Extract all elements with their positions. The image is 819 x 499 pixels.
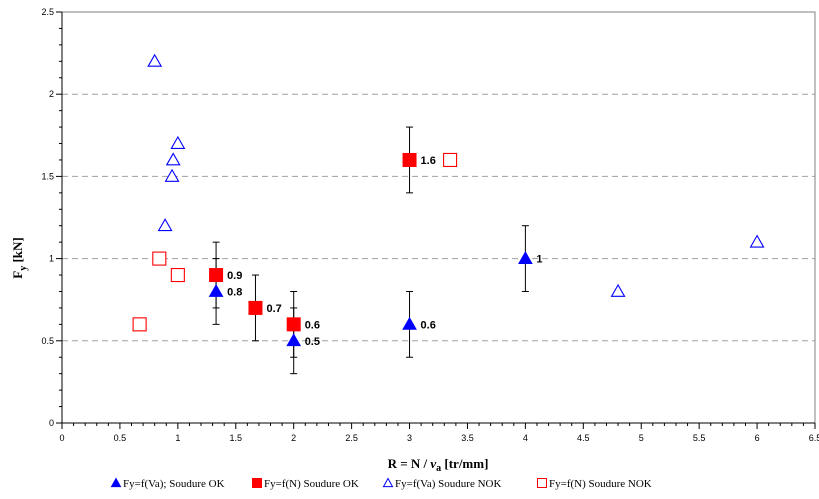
y-tick-label-4: 2 <box>49 89 54 99</box>
x-tick-label-13: 6.5 <box>809 433 819 443</box>
y-tick-label-1: 0.5 <box>41 336 54 346</box>
point-s1-p2 <box>286 317 301 332</box>
point-s3-p2 <box>132 317 147 332</box>
point-s2-p1 <box>170 135 186 149</box>
y-tick-label-0: 0 <box>49 418 54 428</box>
x-axis-title: R = N / va [tr/mm] <box>388 456 489 474</box>
y-axis-title: Fy [kN] <box>10 237 29 278</box>
x-tick-label-9: 4.5 <box>577 433 590 443</box>
y-axis-title-tail: [kN] <box>10 237 25 266</box>
x-tick-label-8: 4 <box>523 433 528 443</box>
grid-lines <box>62 93 815 342</box>
data-label-s1-p1: 0.7 <box>266 303 281 315</box>
legend-label-0: Fy=f(Va); Soudure OK <box>123 478 225 490</box>
tick-marks <box>56 11 816 429</box>
x-tick-label-1: 0.5 <box>114 433 127 443</box>
legend-label-1: Fy=f(N) Soudure OK <box>264 478 359 490</box>
data-labels: 0.8 0.5 0.6 1 0.9 0.7 0.6 1.6 <box>227 155 542 348</box>
point-s1-p3 <box>402 152 417 167</box>
legend-label-3: Fy=f(N) Soudure NOK <box>549 478 652 490</box>
x-tick-label-11: 5.5 <box>693 433 706 443</box>
point-s3-p3 <box>443 152 458 168</box>
data-label-s1-p2: 0.6 <box>305 319 320 331</box>
x-tick-label-12: 6 <box>755 433 760 443</box>
y-axis-title-sub: y <box>18 266 29 271</box>
data-label-s0-p1: 0.5 <box>305 336 320 348</box>
x-tick-label-4: 2 <box>291 433 296 443</box>
point-s2-p6 <box>749 234 765 248</box>
error-bars <box>212 126 529 375</box>
point-s0-p3 <box>518 251 533 264</box>
plot-frame <box>61 11 816 424</box>
point-s3-p0 <box>152 251 167 266</box>
y-tick-label-2: 1 <box>49 254 54 264</box>
x-tick-label-3: 1.5 <box>230 433 243 443</box>
axes <box>61 11 816 424</box>
x-tick-label-6: 3 <box>407 433 412 443</box>
y-tick-label-3: 1.5 <box>41 171 54 181</box>
point-s0-p1 <box>286 333 302 347</box>
x-axis-title-tail: [tr/mm] <box>441 456 488 471</box>
data-label-s1-p3: 1.6 <box>421 155 436 167</box>
point-s1-p1 <box>248 300 263 315</box>
legend-marker-2 <box>382 477 394 488</box>
x-axis-title-main: R = N / <box>388 456 431 471</box>
legend-marker-1 <box>252 478 262 488</box>
point-s2-p0 <box>147 53 163 67</box>
point-s0-p2 <box>402 316 417 330</box>
x-axis-title-sub: a <box>436 463 441 474</box>
point-s2-p3 <box>164 168 180 182</box>
x-tick-label-5: 2.5 <box>345 433 358 443</box>
x-tick-label-2: 1 <box>175 433 180 443</box>
data-label-s0-p3: 1 <box>536 254 542 266</box>
point-s3-p1 <box>170 267 185 283</box>
point-s2-p5 <box>610 283 626 297</box>
point-s2-p4 <box>157 218 173 232</box>
tick-labels: 0 0.5 1 1.5 2 2.5 0 0.5 1 1.5 2 2.5 3 3.5 4 4.5 5 5.5 6 6.5 <box>41 7 819 443</box>
x-tick-label-7: 3.5 <box>461 433 474 443</box>
legend: Fy=f(Va); Soudure OK Fy=f(N) Soudure OK Fy… <box>110 477 652 490</box>
y-tick-label-5: 2.5 <box>41 7 54 17</box>
data-points <box>132 53 765 347</box>
data-label-s0-p2: 0.6 <box>421 319 436 331</box>
x-axis-title-italic: v <box>430 456 436 471</box>
x-tick-label-0: 0 <box>59 433 64 443</box>
legend-marker-3 <box>537 478 547 488</box>
x-tick-label-10: 5 <box>639 433 644 443</box>
point-s0-p0 <box>208 283 224 297</box>
data-label-s1-p0: 0.9 <box>227 270 242 282</box>
data-label-s0-p0: 0.8 <box>227 286 242 298</box>
point-s2-p2 <box>165 152 181 166</box>
y-axis-title-main: F <box>10 271 25 279</box>
legend-label-2: Fy=f(Va) Soudure NOK <box>395 478 501 490</box>
legend-marker-0 <box>110 477 122 488</box>
point-s1-p0 <box>209 268 224 283</box>
